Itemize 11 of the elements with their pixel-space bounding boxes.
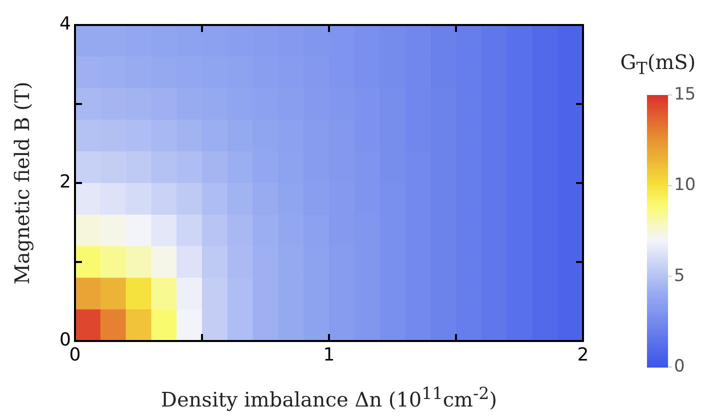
color-bar-title: G$_{T}$(mS): [619, 50, 697, 78]
x-tick-label: 2: [577, 344, 589, 366]
color-bar-label: 5: [674, 266, 685, 286]
y-tick-label: 4: [60, 14, 71, 35]
color-bar-label: 15: [674, 84, 696, 104]
y-tick-label: 2: [60, 172, 71, 193]
x-axis-title: Density imbalance Δn (10$^{11}$cm$^{-2}$): [160, 384, 498, 412]
y-tick-label: 0: [60, 330, 71, 351]
color-bar-label: 10: [674, 175, 696, 196]
x-tick-label: 1: [323, 344, 335, 366]
y-axis-title: Magnetic field B (T): [10, 82, 34, 284]
